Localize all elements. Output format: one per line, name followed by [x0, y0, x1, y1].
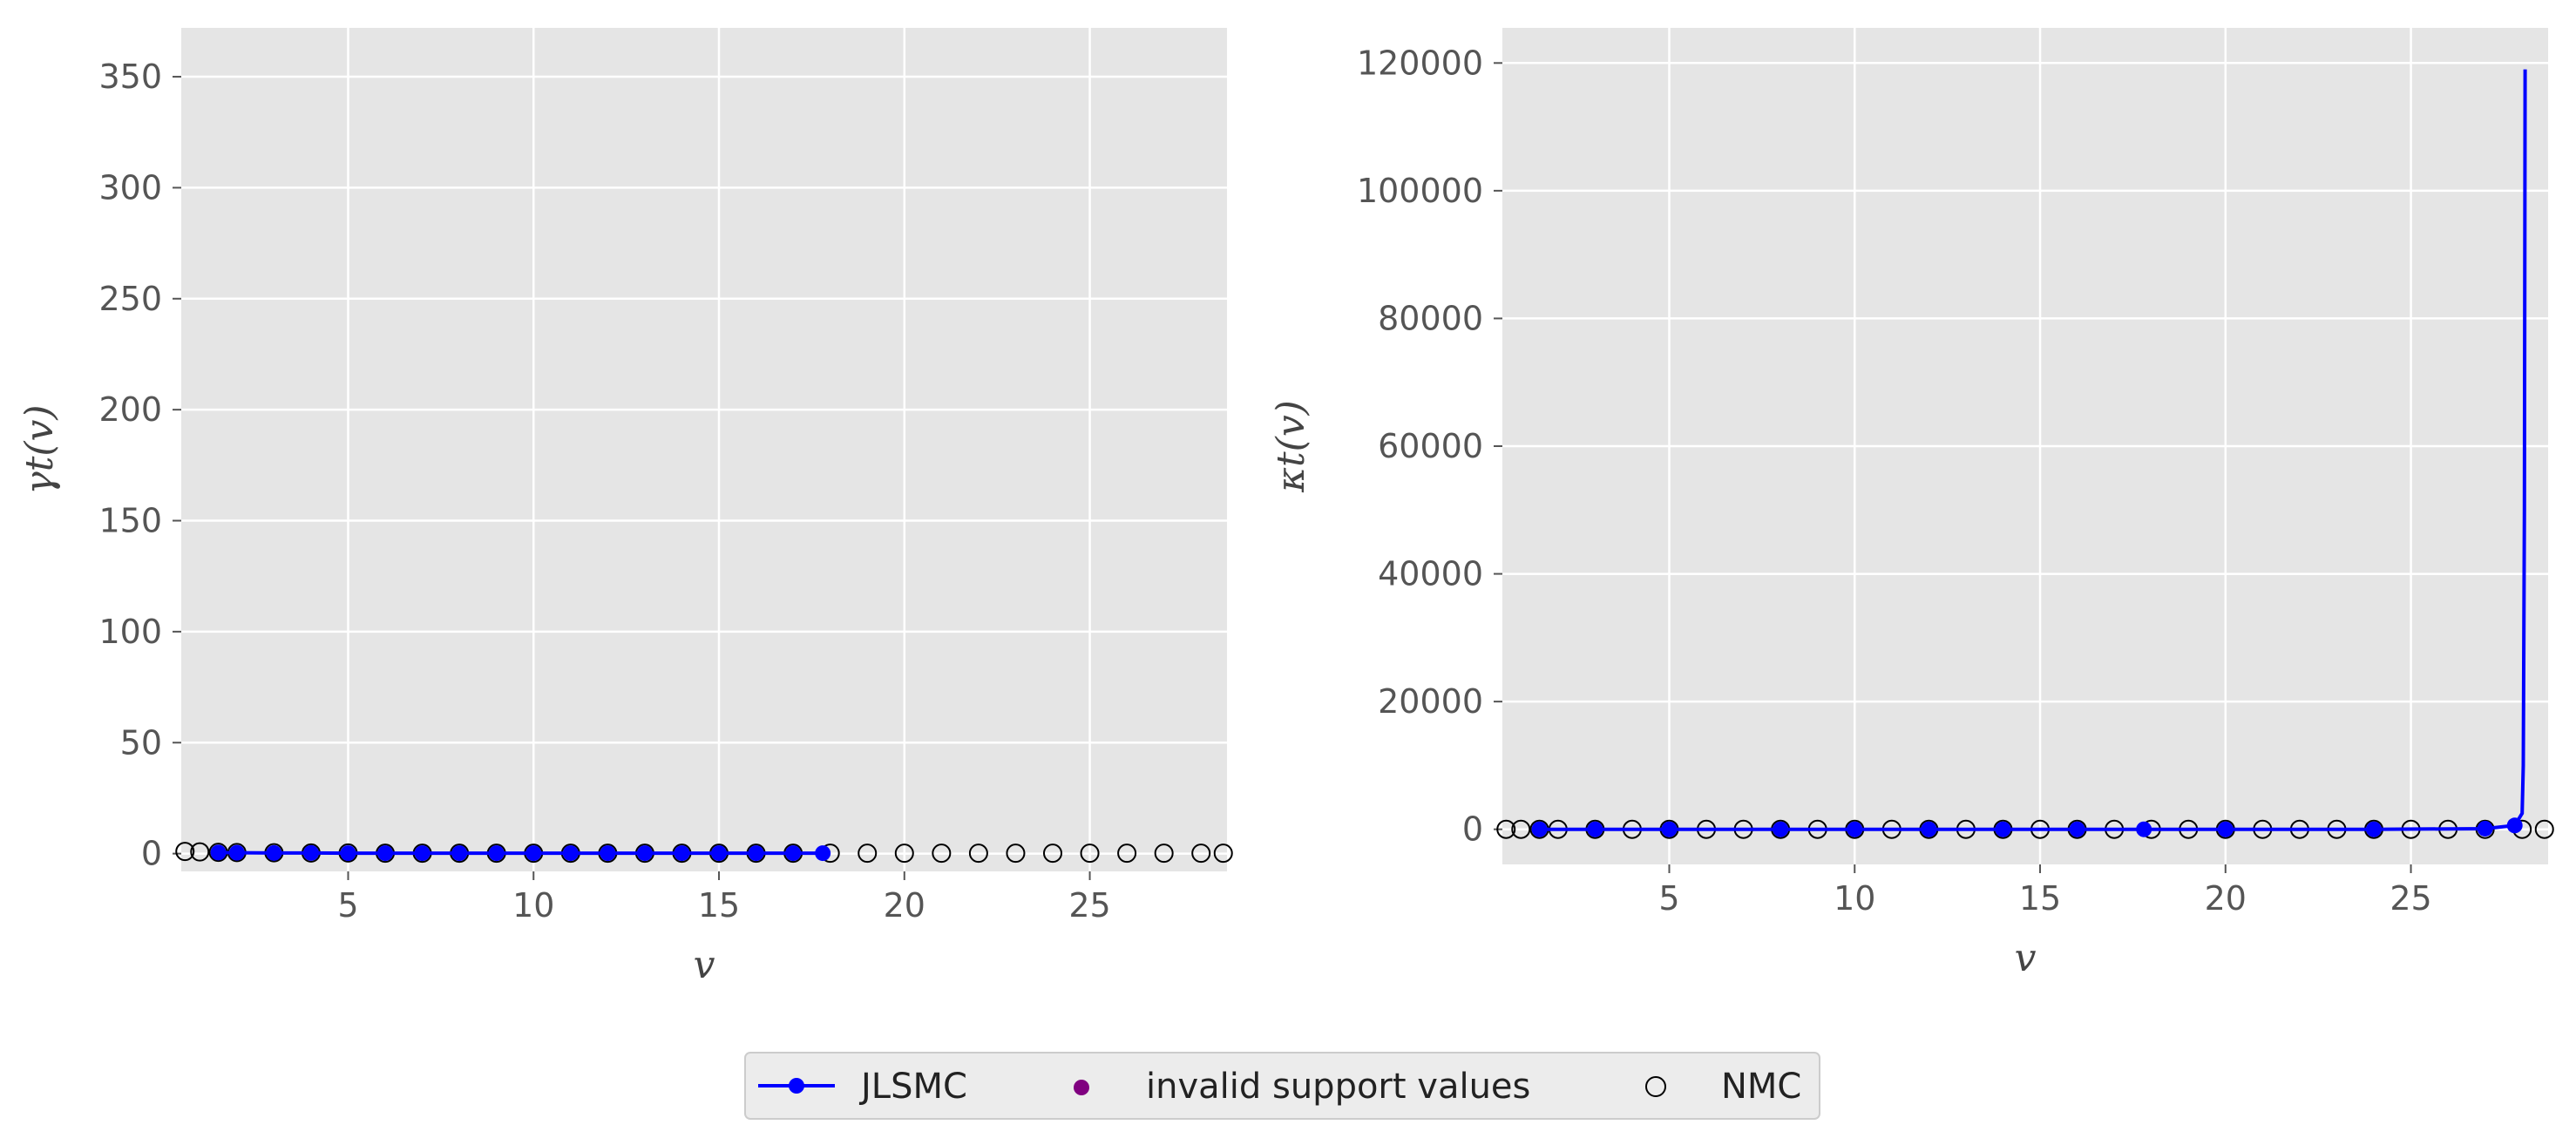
left-jlsmc-point	[210, 844, 227, 861]
left-jlsmc-point	[600, 845, 616, 862]
left-x-tick-label: 25	[1068, 886, 1110, 925]
left-nmc-point	[1006, 844, 1026, 864]
left-jlsmc-point	[488, 845, 505, 862]
right-jlsmc-point	[2069, 821, 2085, 837]
legend-entry-nmc: NMC	[1645, 1067, 1801, 1107]
right-chart-panel: 5 10 15 20 25 0 20000 40000 60000 80000 100000 1200…	[1269, 28, 2554, 980]
right-y-tick-label: 40000	[1378, 555, 1483, 593]
left-jlsmc-point	[815, 845, 831, 862]
right-jlsmc-point	[1995, 821, 2011, 837]
left-jlsmc-point	[266, 844, 282, 861]
right-x-tick-label: 20	[2205, 879, 2247, 918]
legend-invalid-label: invalid support values	[1146, 1067, 1530, 1107]
left-y-tick-label: 350	[98, 58, 162, 96]
left-nmc-point	[858, 844, 878, 864]
left-jlsmc-point	[636, 845, 653, 862]
left-jlsmc-point	[785, 845, 802, 862]
right-y-tick-label: 80000	[1378, 299, 1483, 337]
left-jlsmc-point	[340, 845, 356, 862]
legend-jlsmc-marker	[789, 1078, 804, 1094]
left-x-tick-label: 20	[884, 886, 925, 925]
right-y-tick-label: 100000	[1357, 172, 1483, 210]
right-x-tick-label: 25	[2390, 879, 2431, 918]
right-jlsmc-point	[1587, 821, 1603, 837]
left-nmc-point	[1080, 844, 1100, 864]
legend-entry-invalid: invalid support values	[1074, 1067, 1530, 1107]
right-series-layer	[1496, 69, 2554, 839]
left-y-tick-label: 50	[120, 723, 162, 762]
legend-nmc-label: NMC	[1721, 1067, 1801, 1107]
right-jlsmc-point	[2366, 821, 2382, 837]
left-jlsmc-point	[562, 845, 579, 862]
left-nmc-point	[1117, 844, 1137, 864]
left-x-tick-label: 5	[337, 886, 358, 925]
right-jlsmc-point	[1773, 821, 1789, 837]
left-jlsmc-point	[302, 844, 319, 861]
right-nmc-point	[1511, 819, 1531, 839]
left-jlsmc-point	[377, 845, 394, 862]
left-nmc-point	[1154, 844, 1174, 864]
legend-entry-jlsmc: JLSMC	[758, 1067, 967, 1107]
left-nmc-point	[1213, 844, 1233, 864]
left-x-tick-label: 15	[698, 886, 740, 925]
left-y-axis-title: γt(v)	[17, 404, 62, 494]
right-y-axis-title: κt(v)	[1269, 400, 1313, 493]
right-jlsmc-point	[2506, 817, 2523, 834]
right-jlsmc-point	[2217, 821, 2234, 837]
left-jlsmc-point	[228, 844, 245, 861]
left-jlsmc-point	[674, 845, 690, 862]
right-y-tick-label: 20000	[1378, 682, 1483, 721]
left-jlsmc-point	[711, 845, 728, 862]
right-jlsmc-point	[1531, 821, 1548, 837]
left-jlsmc-point	[414, 845, 430, 862]
left-nmc-point	[175, 842, 195, 862]
left-y-tick-label: 300	[98, 168, 162, 207]
left-y-tick-label: 200	[98, 390, 162, 429]
right-x-tick-label: 5	[1658, 879, 1679, 918]
left-y-tick-label: 100	[98, 613, 162, 651]
right-x-tick-label: 15	[2019, 879, 2061, 918]
right-nmc-point	[1496, 819, 1516, 839]
legend-invalid-marker	[1074, 1080, 1089, 1095]
left-nmc-point	[932, 844, 952, 864]
right-jlsmc-point	[1661, 821, 1678, 837]
right-nmc-point	[2534, 819, 2554, 839]
left-nmc-point	[190, 842, 210, 862]
right-x-tick-label: 10	[1834, 879, 1875, 918]
right-x-axis-title: v	[2015, 936, 2037, 980]
left-jlsmc-point	[525, 845, 542, 862]
left-nmc-point	[1043, 844, 1062, 864]
left-nmc-point	[968, 844, 988, 864]
legend-frame	[744, 1052, 1820, 1120]
right-jlsmc-point	[1921, 821, 1937, 837]
right-y-tick-label: 60000	[1378, 427, 1483, 465]
left-x-axis-title: v	[694, 943, 715, 987]
left-y-tick-label: 250	[98, 280, 162, 318]
legend: JLSMC invalid support values NMC	[744, 1052, 1820, 1120]
left-jlsmc-point	[748, 845, 764, 862]
left-jlsmc-point	[451, 845, 468, 862]
legend-jlsmc-label: JLSMC	[858, 1067, 967, 1107]
right-jlsmc-point	[1847, 821, 1863, 837]
left-nmc-point	[894, 844, 914, 864]
left-y-tick-label: 0	[141, 835, 162, 873]
left-y-tick-label: 150	[98, 502, 162, 540]
left-nmc-point	[1191, 844, 1211, 864]
right-jlsmc-point	[2136, 821, 2152, 837]
right-jlsmc-point	[2477, 820, 2493, 837]
left-plot-area	[181, 28, 1227, 871]
left-x-tick-label: 10	[512, 886, 554, 925]
right-y-tick-label: 0	[1462, 810, 1483, 849]
legend-nmc-marker	[1645, 1076, 1666, 1097]
right-y-tick-label: 120000	[1357, 44, 1483, 82]
left-series-layer	[175, 842, 1233, 864]
